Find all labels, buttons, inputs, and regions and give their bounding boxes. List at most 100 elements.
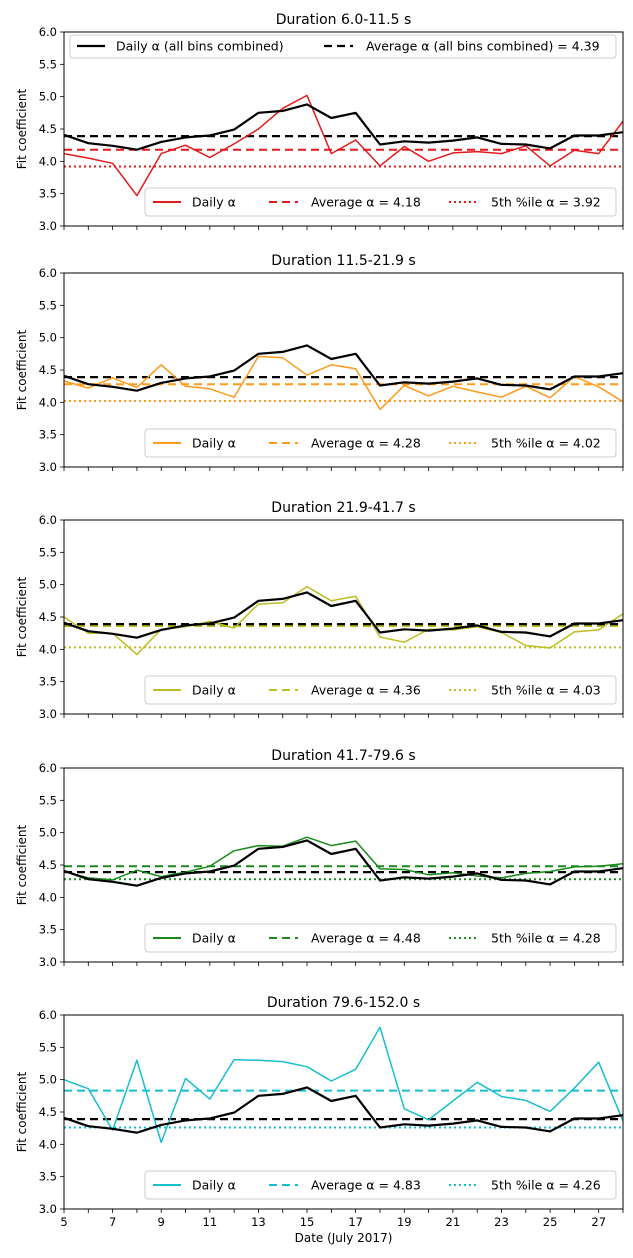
- x-tick-label: 9: [158, 1215, 165, 1229]
- y-tick-label: 4.0: [39, 1137, 57, 1151]
- y-tick-label: 4.5: [39, 858, 57, 872]
- y-tick-label: 4.0: [39, 890, 57, 904]
- y-tick-label: 6.0: [39, 1008, 57, 1022]
- y-tick-label: 6.0: [39, 761, 57, 775]
- x-tick-label: 21: [446, 1215, 461, 1229]
- daily-series-line: [64, 355, 623, 411]
- y-tick-label: 3.5: [39, 675, 57, 689]
- y-tick-label: 3.5: [39, 428, 57, 442]
- y-tick-label: 6.0: [39, 266, 57, 280]
- subplot-title: Duration 79.6-152.0 s: [267, 995, 420, 1011]
- y-tick-label: 4.0: [39, 154, 57, 168]
- combined-series-line: [64, 344, 623, 392]
- y-tick-label: 5.0: [39, 90, 57, 104]
- legend-box: [144, 428, 617, 458]
- y-tick-label: 4.0: [39, 642, 57, 656]
- subplot-title: Duration 41.7-79.6 s: [271, 748, 415, 764]
- subplot-4: Duration 41.7-79.6 s Fit coefficient 3.0 3.…: [15, 748, 624, 969]
- legend-daily-label: Daily α: [192, 195, 236, 210]
- subplot-title: Duration 11.5-21.9 s: [271, 253, 415, 269]
- plot-area: [64, 94, 623, 197]
- legend-box: [144, 187, 617, 217]
- legend-average-label: Average α = 4.48: [311, 931, 421, 946]
- y-axis-label: Fit coefficient: [15, 1071, 29, 1152]
- legend-daily-label: Daily α: [192, 931, 236, 946]
- legend-average-label: Average α = 4.36: [311, 683, 421, 698]
- y-axis-label: Fit coefficient: [15, 576, 29, 657]
- y-axis-label: Fit coefficient: [15, 824, 29, 905]
- y-tick-label: 3.0: [39, 955, 57, 969]
- combined-series-line: [64, 103, 623, 151]
- y-tick-label: 5.5: [39, 793, 57, 807]
- legend-box: [144, 1170, 617, 1200]
- plot-area: [64, 1026, 623, 1144]
- x-tick-label: 13: [251, 1215, 266, 1229]
- legend-bottom: Daily α Average α = 4.28 5th %ile α = 4.02: [144, 428, 617, 458]
- legend-average-label: Average α = 4.18: [311, 195, 421, 210]
- y-tick-label: 3.0: [39, 707, 57, 721]
- y-tick-label: 5.0: [39, 1073, 57, 1087]
- plot-area: [64, 836, 623, 887]
- y-tick-label: 6.0: [39, 25, 57, 39]
- y-tick-label: 4.5: [39, 363, 57, 377]
- y-tick-label: 4.5: [39, 122, 57, 136]
- subplot-title: Duration 21.9-41.7 s: [271, 500, 415, 516]
- y-tick-label: 3.5: [39, 1170, 57, 1184]
- legend-combined-daily-label: Daily α (all bins combined): [116, 39, 284, 54]
- subplot-3: Duration 21.9-41.7 s Fit coefficient 3.0 3.…: [15, 500, 624, 721]
- legend-pct5-label: 5th %ile α = 4.28: [491, 931, 601, 946]
- x-tick-label: 15: [300, 1215, 315, 1229]
- combined-series-line: [64, 839, 623, 887]
- x-tick-label: 17: [348, 1215, 363, 1229]
- x-tick-label: 25: [543, 1215, 558, 1229]
- legend-daily-label: Daily α: [192, 683, 236, 698]
- y-axis-label: Fit coefficient: [15, 88, 29, 169]
- y-tick-label: 4.0: [39, 395, 57, 409]
- subplot-1: Duration 6.0-11.5 s Fit coefficient 3.0 3.5…: [15, 12, 624, 233]
- y-axis-label: Fit coefficient: [15, 329, 29, 410]
- plot-frame: [63, 767, 624, 963]
- x-tick-label: 5: [60, 1215, 67, 1229]
- x-axis-label: Date (July 2017): [295, 1231, 393, 1245]
- daily-series-line: [64, 836, 623, 881]
- x-tick-label: 27: [591, 1215, 606, 1229]
- legend-daily-label: Daily α: [192, 436, 236, 451]
- x-tick-label: 19: [397, 1215, 412, 1229]
- y-tick-label: 5.0: [39, 331, 57, 345]
- subplot-title: Duration 6.0-11.5 s: [276, 12, 412, 28]
- legend-bottom: Daily α Average α = 4.48 5th %ile α = 4.28: [144, 923, 617, 953]
- combined-series-line: [64, 1086, 623, 1134]
- legend-bottom: Daily α Average α = 4.36 5th %ile α = 4.03: [144, 675, 617, 705]
- daily-series-line: [64, 585, 623, 656]
- y-tick-label: 5.0: [39, 826, 57, 840]
- y-tick-label: 5.5: [39, 1040, 57, 1054]
- legend-pct5-label: 5th %ile α = 4.02: [491, 436, 601, 451]
- plot-frame: [63, 519, 624, 715]
- y-tick-label: 4.5: [39, 610, 57, 624]
- legend-box: [144, 923, 617, 953]
- plot-area: [64, 585, 623, 656]
- legend-box: [144, 675, 617, 705]
- y-tick-label: 5.0: [39, 578, 57, 592]
- legend-top: Daily α (all bins combined) Average α (al…: [69, 34, 617, 59]
- y-tick-label: 5.5: [39, 298, 57, 312]
- combined-series-line: [64, 591, 623, 639]
- legend-average-label: Average α = 4.28: [311, 436, 421, 451]
- y-tick-label: 5.5: [39, 545, 57, 559]
- subplot-5: Duration 79.6-152.0 s Fit coefficient 3.0 3…: [15, 995, 624, 1245]
- legend-average-label: Average α = 4.83: [311, 1178, 421, 1193]
- legend-bottom: Daily α Average α = 4.18 5th %ile α = 3.92: [144, 187, 617, 217]
- x-tick-label: 11: [203, 1215, 218, 1229]
- x-tick-label: 23: [494, 1215, 509, 1229]
- plot-frame: [63, 272, 624, 468]
- plot-frame: [63, 1014, 624, 1210]
- subplot-2: Duration 11.5-21.9 s Fit coefficient 3.0 3.…: [15, 253, 624, 474]
- y-tick-label: 3.5: [39, 187, 57, 201]
- y-tick-label: 3.0: [39, 1202, 57, 1216]
- legend-pct5-label: 5th %ile α = 4.26: [491, 1178, 601, 1193]
- y-tick-label: 6.0: [39, 513, 57, 527]
- legend-bottom: Daily α Average α = 4.83 5th %ile α = 4.26: [144, 1170, 617, 1200]
- y-tick-label: 3.0: [39, 219, 57, 233]
- legend-combined-average-label: Average α (all bins combined) = 4.39: [366, 39, 600, 54]
